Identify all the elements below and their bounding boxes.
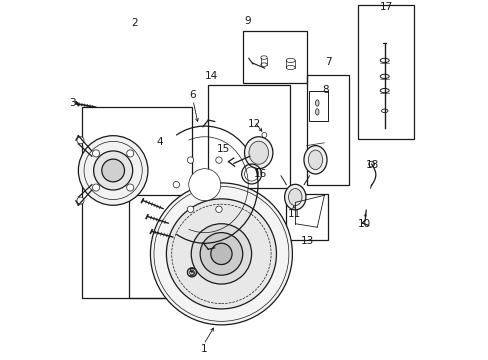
Circle shape [126,150,134,157]
Text: 14: 14 [205,71,218,81]
Circle shape [191,224,251,284]
Text: 11: 11 [287,209,300,219]
Bar [286,194,327,240]
Ellipse shape [315,109,318,115]
Circle shape [126,184,134,191]
Ellipse shape [380,74,388,78]
Ellipse shape [285,66,294,69]
Circle shape [77,137,84,144]
Text: 5: 5 [188,268,195,278]
Circle shape [173,181,179,188]
Text: 9: 9 [244,16,250,26]
Ellipse shape [285,58,294,63]
Circle shape [166,199,276,309]
Circle shape [368,161,374,167]
Circle shape [210,243,232,265]
Text: 3: 3 [68,98,75,108]
Ellipse shape [380,89,388,93]
Circle shape [92,184,100,191]
Circle shape [187,268,196,277]
Bar [208,85,289,188]
Circle shape [187,206,193,212]
Ellipse shape [308,150,322,170]
Ellipse shape [260,56,266,59]
Ellipse shape [380,58,388,63]
Bar [306,75,348,185]
Circle shape [189,270,194,275]
Circle shape [92,150,100,157]
Circle shape [200,233,242,275]
Bar [308,91,327,121]
Text: 8: 8 [322,85,328,95]
Circle shape [150,183,292,325]
Circle shape [102,159,124,182]
Circle shape [93,151,132,190]
Ellipse shape [304,145,326,174]
Circle shape [187,157,193,163]
Text: 6: 6 [189,90,196,100]
Bar [242,31,306,84]
Circle shape [78,136,148,205]
Circle shape [215,206,222,212]
Text: 13: 13 [300,237,313,247]
Ellipse shape [288,189,302,206]
Ellipse shape [248,141,268,164]
Text: 15: 15 [216,144,229,154]
Text: 12: 12 [247,119,261,129]
Text: 7: 7 [325,57,331,67]
Ellipse shape [315,100,318,106]
Text: 16: 16 [253,169,266,179]
Ellipse shape [260,63,266,67]
Text: 4: 4 [156,137,163,147]
Text: 2: 2 [131,18,138,28]
Bar [82,107,192,298]
Circle shape [215,157,222,163]
Ellipse shape [381,109,387,113]
Circle shape [262,132,266,138]
Ellipse shape [284,184,305,210]
Text: 18: 18 [365,160,378,170]
Circle shape [188,169,220,201]
Circle shape [77,197,84,204]
Text: 17: 17 [379,2,392,12]
Text: 10: 10 [357,219,370,229]
Ellipse shape [244,137,272,169]
Text: 1: 1 [200,344,206,354]
Bar [357,5,413,139]
Bar [129,195,191,298]
